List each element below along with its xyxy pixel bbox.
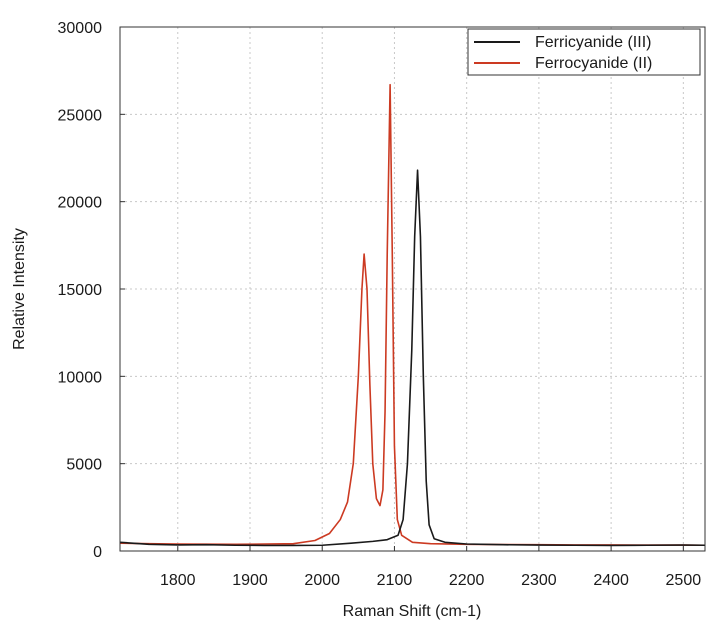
y-axis: 0 5000 10000 15000 20000 25000 30000: [58, 20, 125, 561]
y-tick-label: 10000: [58, 369, 103, 386]
x-tick-label: 2400: [593, 572, 629, 589]
y-tick-label: 5000: [66, 457, 102, 474]
x-tick-label: 2300: [521, 572, 557, 589]
y-tick-label: 0: [93, 544, 102, 561]
series-layer: [119, 83, 706, 547]
x-tick-label: 2500: [666, 572, 702, 589]
y-tick-label: 20000: [58, 195, 103, 212]
x-axis-title: Raman Shift (cm-1): [343, 603, 482, 620]
series-line-ferricyanide: [119, 169, 706, 547]
legend-label-ferrocyanide: Ferrocyanide (II): [535, 55, 652, 72]
y-tick-label: 25000: [58, 107, 103, 124]
legend-label-ferricyanide: Ferricyanide (III): [535, 34, 651, 51]
x-tick-label: 1900: [232, 572, 268, 589]
y-tick-label: 30000: [58, 20, 103, 37]
plot-background: [120, 27, 705, 551]
x-tick-label: 2000: [304, 572, 340, 589]
x-tick-label: 2100: [377, 572, 413, 589]
legend: Ferricyanide (III) Ferrocyanide (II): [467, 28, 701, 76]
legend-box: [467, 28, 701, 76]
x-tick-label: 2200: [449, 572, 485, 589]
x-axis: 1800 1900 2000 2100 2200 2300 2400 2500: [160, 546, 701, 589]
y-axis-title: Relative Intensity: [11, 228, 28, 350]
x-tick-label: 1800: [160, 572, 196, 589]
y-tick-label: 15000: [58, 282, 103, 299]
